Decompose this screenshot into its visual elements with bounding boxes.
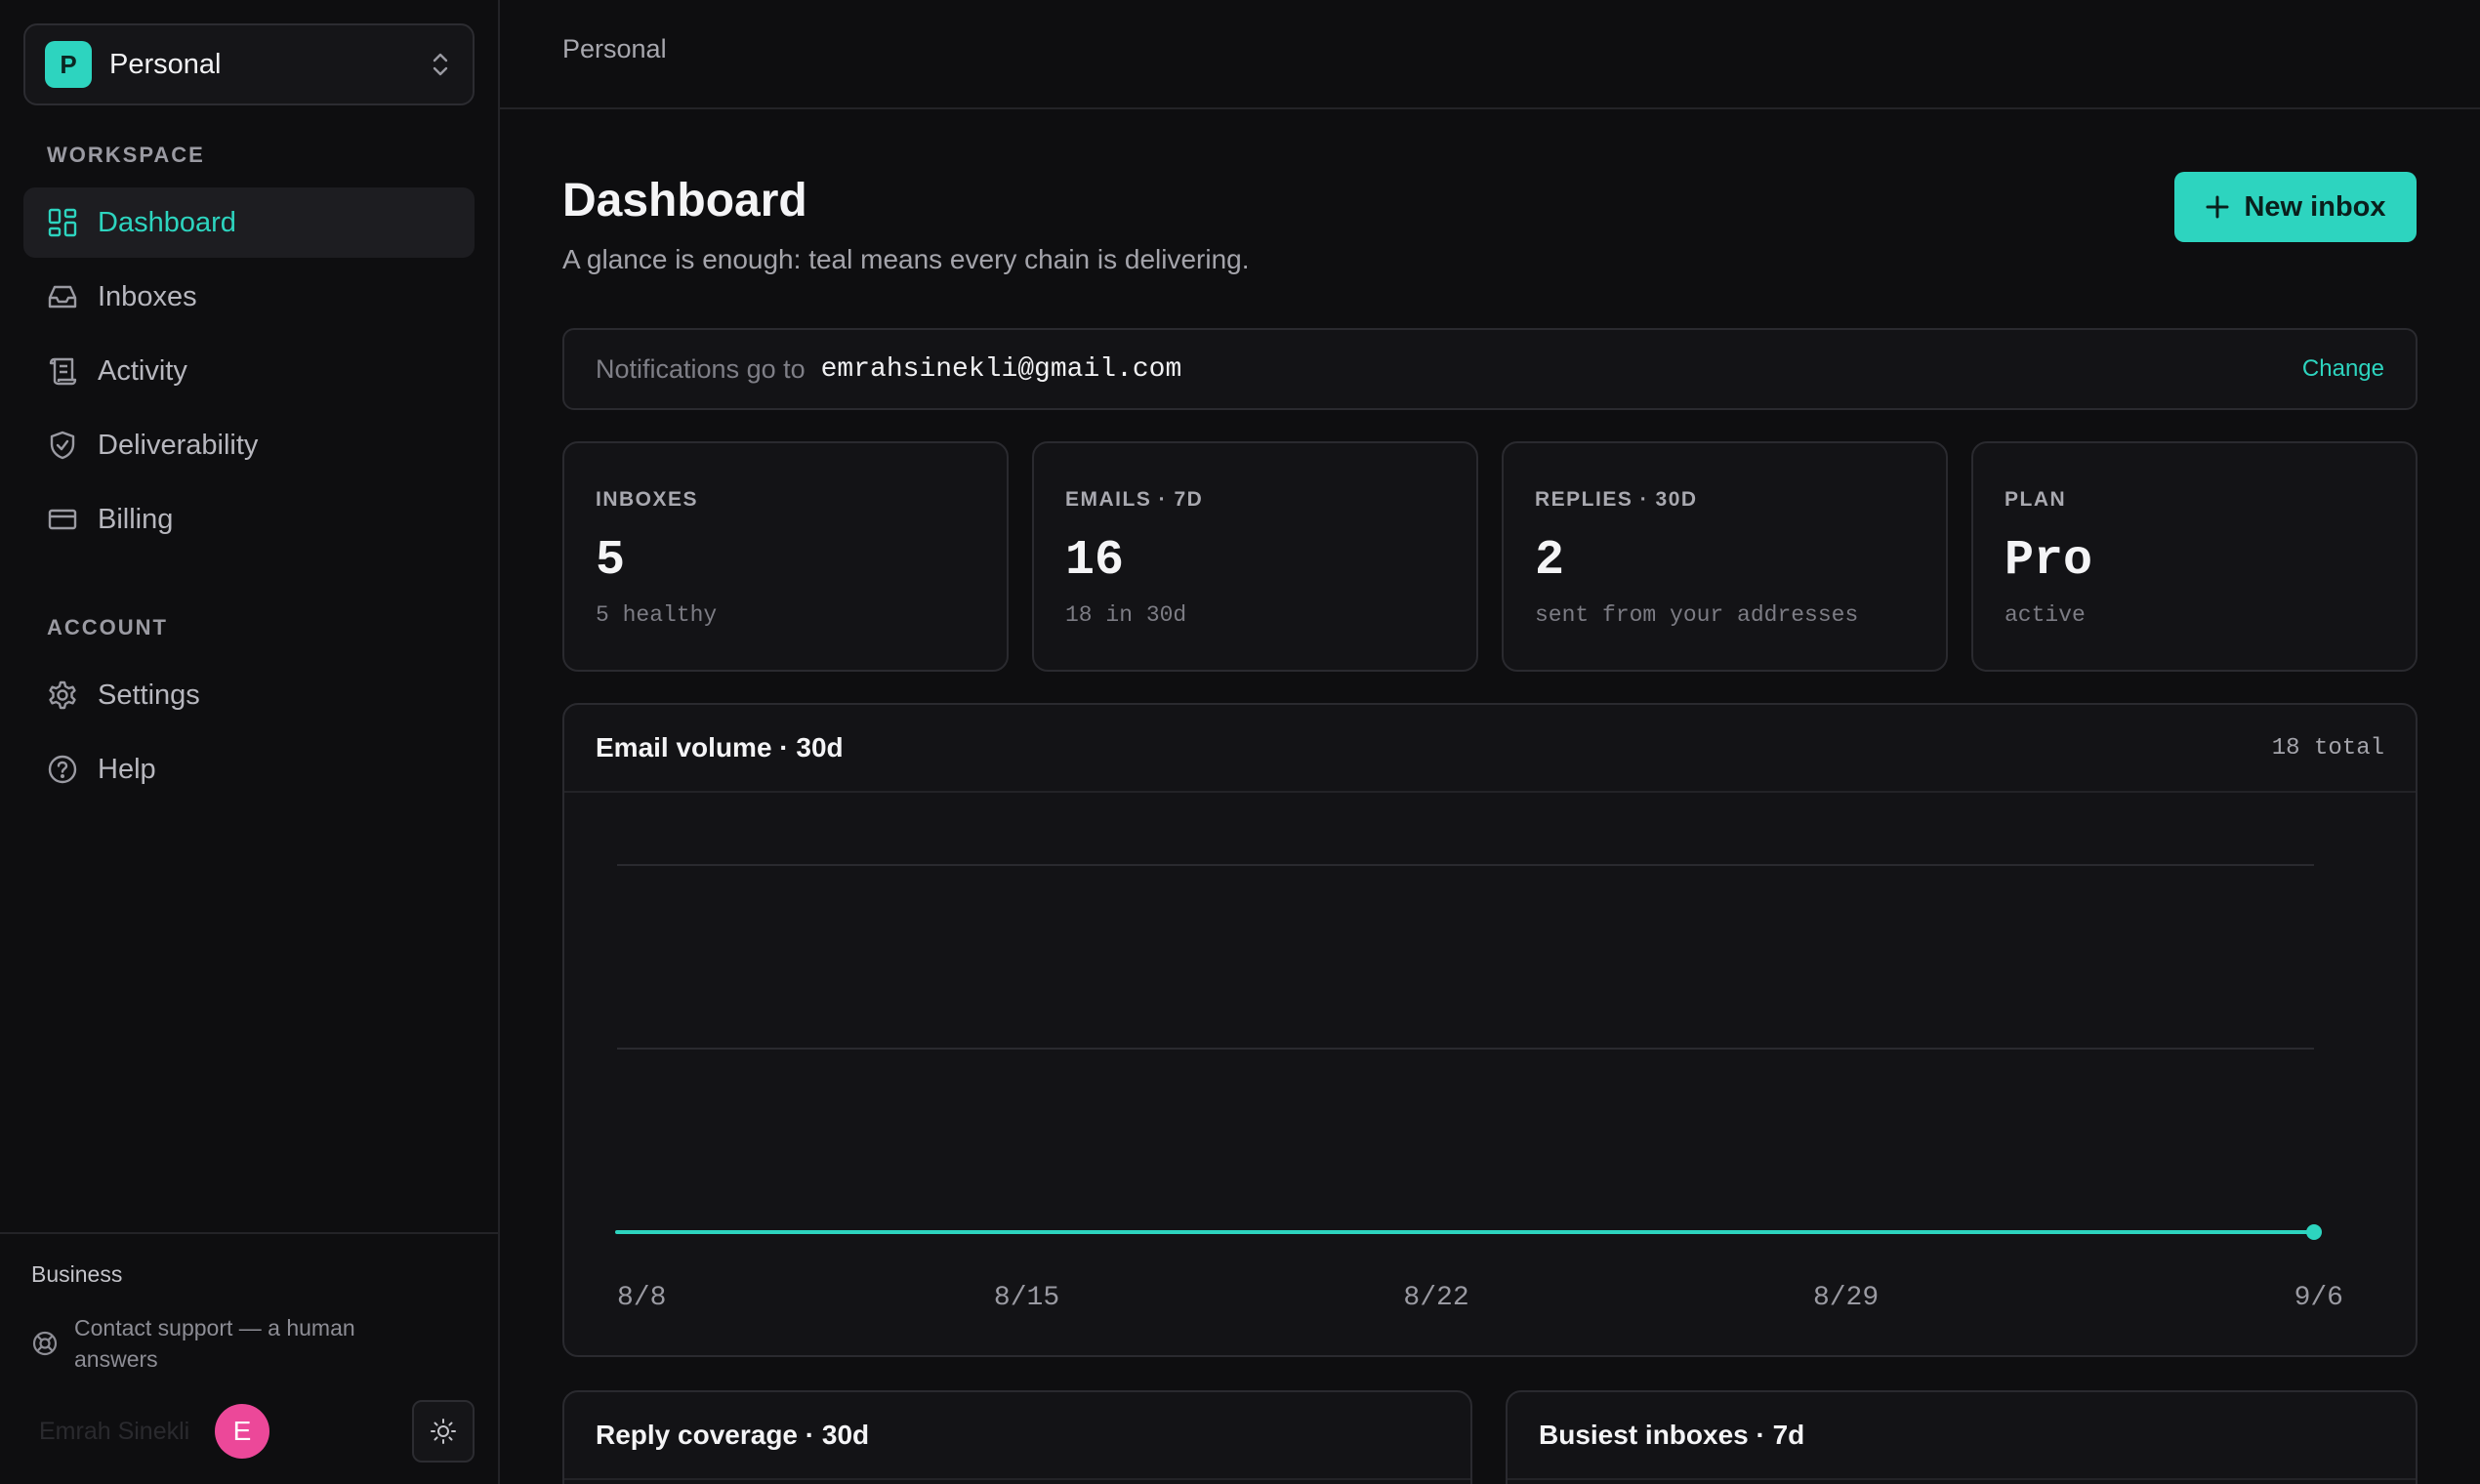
workspace-switcher[interactable]: P Personal [23, 23, 475, 105]
stat-sub: 5 healthy [596, 602, 718, 628]
plus-icon [2206, 195, 2229, 219]
notification-label: Notifications go to [596, 353, 806, 384]
sidebar-item-billing[interactable]: Billing [23, 484, 475, 555]
dashboard-icon [48, 208, 77, 237]
card-title: Reply coverage · 30d [596, 1420, 870, 1450]
stats-row: INBOXES 5 5 healthy EMAILS · 7D 16 18 in… [562, 441, 2418, 672]
chart-x-tick-label: 9/6 [2294, 1283, 2343, 1313]
sidebar-item-label: Dashboard [98, 206, 236, 238]
scroll-icon [49, 357, 77, 386]
stat-value: 2 [1535, 533, 1565, 589]
sidebar-item-settings[interactable]: Settings [23, 660, 475, 730]
sidebar-item-help[interactable]: Help [23, 734, 475, 804]
lifebuoy-icon [32, 1331, 58, 1356]
shield-check-icon [50, 431, 75, 460]
sun-icon [431, 1419, 456, 1444]
new-inbox-label: New inbox [2244, 190, 2386, 223]
chevron-up-down-icon [433, 53, 448, 76]
sidebar-item-dashboard[interactable]: Dashboard [23, 187, 475, 258]
workspace-section-label: WORKSPACE [47, 143, 205, 167]
stat-sub: sent from your addresses [1535, 602, 1859, 628]
breadcrumb[interactable]: Personal [562, 33, 667, 63]
chart-x-tick-label: 8/15 [994, 1283, 1059, 1313]
sidebar-item-label: Billing [98, 503, 174, 535]
page-title: Dashboard [562, 175, 807, 227]
notification-email: emrahsinekli@gmail.com [820, 353, 1182, 385]
card-title: Busiest inboxes · 7d [1539, 1420, 1805, 1450]
user-menu[interactable]: Emrah Sinekli E [39, 1404, 269, 1459]
stat-sub: active [2005, 602, 2086, 628]
sidebar-item-label: Deliverability [98, 429, 259, 461]
sidebar-item-label: Help [98, 753, 156, 785]
card-header: Busiest inboxes · 7d [1508, 1392, 2416, 1480]
card-header: Reply coverage · 30d [564, 1392, 1470, 1480]
busiest-inboxes-card: Busiest inboxes · 7d [1506, 1390, 2418, 1484]
stat-label: INBOXES [596, 488, 699, 511]
sidebar-item-inboxes[interactable]: Inboxes [23, 262, 475, 332]
user-name: Emrah Sinekli [39, 1417, 190, 1445]
top-bar: Personal [500, 0, 2480, 109]
help-circle-icon [48, 755, 77, 784]
account-section-label: ACCOUNT [47, 615, 168, 639]
main-content: Personal Dashboard A glance is enough: t… [500, 0, 2480, 1484]
avatar: E [215, 1404, 269, 1459]
chart-x-tick-label: 8/8 [617, 1283, 666, 1313]
chart-title: Email volume · 30d [596, 732, 844, 763]
stat-value: 5 [596, 533, 626, 589]
chart-point-last [2306, 1224, 2322, 1240]
sidebar-item-label: Inboxes [98, 280, 197, 312]
plan-label: Business [31, 1261, 123, 1287]
inbox-icon [48, 285, 77, 309]
stat-card-plan: PLAN Pro active [1971, 441, 2418, 672]
sidebar: P Personal WORKSPACE Dashboard Inboxes [0, 0, 500, 1484]
stat-card-inboxes: INBOXES 5 5 healthy [562, 441, 1009, 672]
sidebar-item-label: Settings [98, 679, 200, 711]
chart-total: 18 total [2271, 734, 2384, 762]
chart-header: Email volume · 30d 18 total [564, 705, 2416, 793]
contact-support-text: Contact support — a human answers [74, 1315, 355, 1372]
new-inbox-button[interactable]: New inbox [2174, 172, 2417, 242]
chart-x-tick-label: 8/29 [1813, 1283, 1879, 1313]
stat-sub: 18 in 30d [1065, 602, 1187, 628]
stat-value: Pro [2005, 533, 2093, 589]
stat-label: PLAN [2005, 488, 2067, 511]
email-volume-card: Email volume · 30d 18 total 8/8 8/15 8/22 8… [562, 703, 2418, 1357]
change-email-link[interactable]: Change [2301, 355, 2384, 382]
workspace-badge: P [45, 41, 92, 88]
sidebar-item-activity[interactable]: Activity [23, 336, 475, 406]
contact-support-link[interactable]: Contact support — a human answers [31, 1312, 406, 1375]
email-volume-chart: 8/8 8/15 8/22 8/29 9/6 [615, 864, 2343, 1313]
stat-card-replies: REPLIES · 30D 2 sent from your addresses [1502, 441, 1948, 672]
workspace-name: Personal [109, 48, 222, 80]
notification-bar: Notifications go to emrahsinekli@gmail.c… [562, 328, 2418, 410]
stat-label: REPLIES · 30D [1535, 488, 1698, 511]
stat-label: EMAILS · 7D [1065, 488, 1204, 511]
gear-icon [49, 680, 76, 710]
stat-card-emails: EMAILS · 7D 16 18 in 30d [1032, 441, 1478, 672]
sidebar-item-label: Activity [98, 354, 187, 387]
stat-value: 16 [1065, 533, 1125, 589]
sidebar-item-deliverability[interactable]: Deliverability [23, 410, 475, 480]
reply-coverage-card: Reply coverage · 30d [562, 1390, 1472, 1484]
sidebar-footer: Business Contact support — a human answe… [0, 1232, 498, 1484]
theme-toggle-button[interactable] [412, 1400, 475, 1463]
page-subtitle: A glance is enough: teal means every cha… [562, 244, 1250, 274]
chart-x-tick-label: 8/22 [1403, 1283, 1468, 1313]
credit-card-icon [48, 509, 77, 530]
